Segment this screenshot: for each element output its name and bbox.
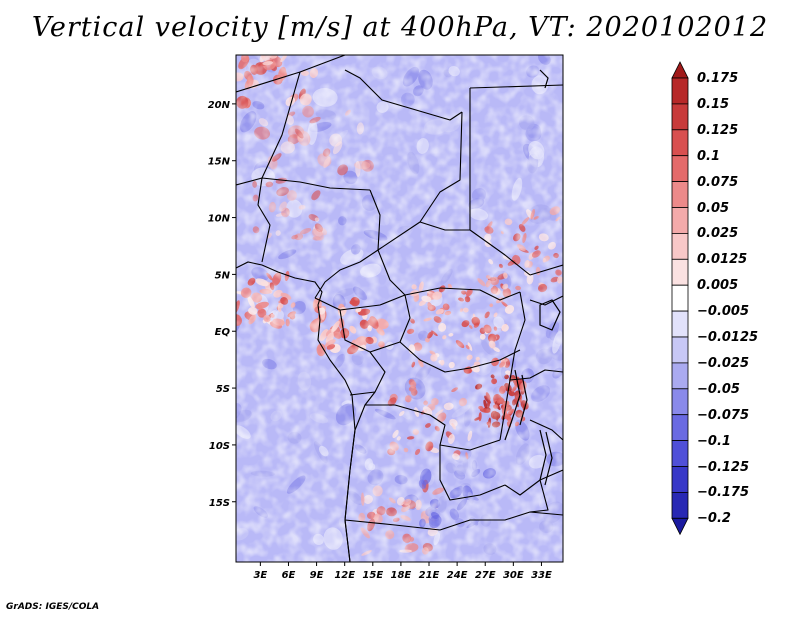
colorbar-level-label: 0.125	[697, 122, 739, 138]
map-frame	[235, 54, 564, 563]
lat-tick-label: 15S	[209, 498, 230, 509]
colorbar-level-label: 0.15	[697, 96, 730, 112]
chart-title: Vertical velocity [m/s] at 400hPa, VT: 2…	[31, 12, 769, 43]
colorbar-segment	[671, 388, 689, 416]
coastlines	[236, 261, 356, 562]
colorbar-level-label: 0.0125	[697, 252, 748, 268]
colorbar-segment	[671, 258, 689, 286]
credit-text: GrADS: IGES/COLA	[6, 602, 100, 612]
colorbar-segment	[671, 232, 689, 260]
colorbar-level-label: −0.005	[697, 304, 750, 320]
colorbar-level-label: 0.05	[697, 200, 730, 216]
latitude-axis: 20N 15N 10N 5N EQ 5S 10S 15S	[208, 100, 236, 509]
colorbar-segment	[671, 155, 689, 182]
lon-tick-label: 12E	[334, 570, 355, 581]
colorbar-level-label: −0.075	[697, 407, 750, 423]
lon-tick-label: 3E	[253, 570, 267, 581]
colorbar	[671, 61, 689, 536]
colorbar-segment	[671, 77, 689, 105]
longitude-axis: 3E 6E 9E 12E 15E 18E 21E 24E 27E 30E 33E	[253, 562, 552, 581]
colorbar-bottom-arrow	[671, 517, 689, 536]
lon-tick-label: 6E	[282, 570, 296, 581]
lon-tick-label: 15E	[362, 570, 383, 581]
colorbar-top-arrow	[671, 61, 689, 79]
colorbar-segment	[671, 440, 689, 467]
colorbar-level-label: −0.1	[697, 433, 731, 449]
colorbar-level-label: 0.175	[697, 71, 739, 86]
lon-tick-label: 21E	[419, 570, 440, 581]
country-borders	[236, 55, 563, 562]
colorbar-segment	[671, 336, 689, 364]
colorbar-segment	[671, 491, 689, 519]
lat-tick-label: 5S	[216, 384, 230, 395]
colorbar-segment	[671, 310, 689, 338]
colorbar-level-label: −0.025	[697, 355, 750, 371]
colorbar-segment	[671, 284, 689, 312]
colorbar-level-label: −0.0125	[697, 330, 759, 345]
lon-tick-label: 30E	[503, 570, 524, 581]
lat-tick-label: 20N	[208, 100, 231, 111]
colorbar-level-label: 0.1	[697, 148, 721, 164]
colorbar-segment	[671, 207, 689, 234]
lakes	[504, 69, 561, 486]
colorbar-level-label: −0.175	[697, 485, 750, 501]
lon-tick-label: 27E	[475, 570, 496, 581]
field-patch	[358, 36, 379, 58]
colorbar-segment	[671, 103, 689, 131]
lat-tick-label: 10S	[209, 441, 230, 452]
colorbar-segment	[671, 466, 689, 493]
field-texture	[236, 55, 563, 562]
lat-tick-label: 10N	[208, 214, 231, 225]
lon-tick-label: 9E	[310, 570, 324, 581]
lat-tick-label: EQ	[215, 327, 231, 338]
lat-tick-label: 15N	[208, 157, 231, 168]
colorbar-level-label: −0.2	[697, 511, 731, 527]
colorbar-level-label: 0.075	[697, 174, 739, 190]
field-patch	[301, 36, 315, 52]
colorbar-level-label: 0.005	[697, 278, 739, 294]
lat-tick-label: 5N	[215, 270, 231, 281]
colorbar-segment	[671, 129, 689, 157]
lon-tick-label: 24E	[447, 570, 468, 581]
colorbar-level-label: −0.125	[697, 459, 750, 475]
colorbar-segment	[671, 414, 689, 442]
colorbar-level-label: −0.05	[697, 381, 740, 397]
colorbar-level-label: 0.025	[697, 226, 739, 242]
colorbar-segment	[671, 181, 689, 208]
lon-tick-label: 33E	[531, 570, 552, 581]
lon-tick-label: 18E	[391, 570, 412, 581]
colorbar-segment	[671, 362, 689, 390]
